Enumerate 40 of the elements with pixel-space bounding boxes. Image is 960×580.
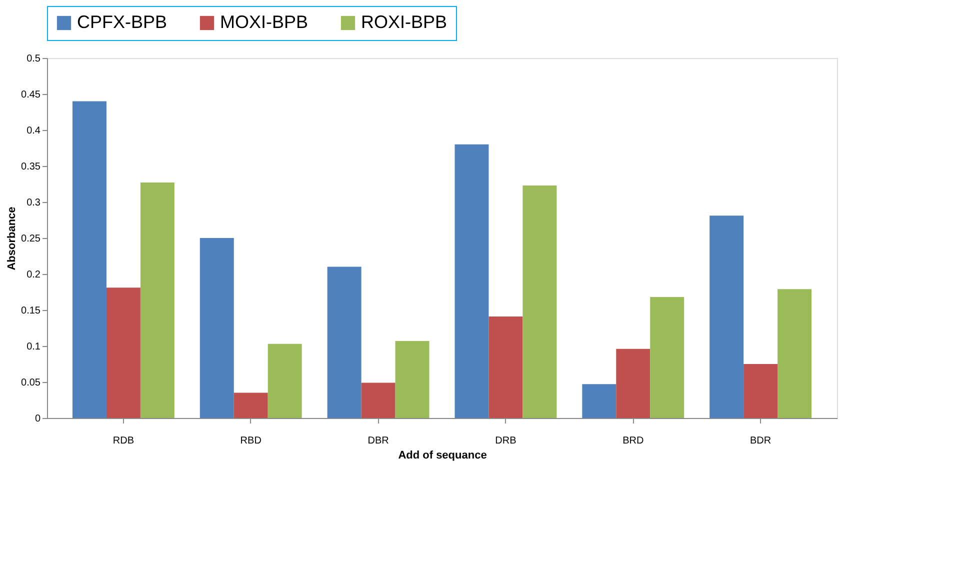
y-tick-label: 0.35 <box>21 162 41 172</box>
x-axis-title: Add of sequance <box>398 450 487 462</box>
bar <box>140 182 174 418</box>
bar <box>106 288 140 418</box>
bar <box>454 144 489 418</box>
bar <box>778 289 812 418</box>
x-tick-label: DRB <box>495 436 517 446</box>
bar <box>361 382 396 418</box>
y-tick-label: 0.2 <box>26 270 41 280</box>
x-tick-label: RBD <box>240 436 262 446</box>
bar <box>488 316 523 418</box>
x-tick-label: BRD <box>622 436 644 446</box>
y-tick-label: 0.5 <box>26 54 41 64</box>
bar <box>327 266 362 418</box>
y-axis-title: Absorbance <box>6 206 18 270</box>
y-tick-label: 0.4 <box>26 126 41 136</box>
x-tick-label: BDR <box>750 436 772 446</box>
bar <box>744 364 778 418</box>
y-tick-label: 0.3 <box>26 198 41 208</box>
bar <box>650 297 684 418</box>
y-tick-label: 0.05 <box>21 378 41 388</box>
y-tick-label: 0 <box>34 414 41 424</box>
legend-label: MOXI-BPB <box>220 12 308 32</box>
bar <box>72 101 106 418</box>
bar <box>522 185 557 418</box>
y-tick-label: 0.1 <box>26 342 41 352</box>
bar <box>268 344 302 418</box>
y-tick-label: 0.15 <box>21 306 41 316</box>
legend-label: CPFX-BPB <box>77 12 168 32</box>
bar <box>395 340 430 418</box>
x-tick-label: RDB <box>112 436 134 446</box>
x-tick-label: DBR <box>368 436 389 446</box>
bar <box>616 348 650 418</box>
bar <box>582 384 616 418</box>
bar <box>234 392 268 418</box>
legend-label: ROXI-BPB <box>361 12 448 32</box>
y-tick-label: 0.45 <box>21 90 41 100</box>
bar <box>200 238 234 418</box>
bar <box>710 216 744 418</box>
y-tick-label: 0.25 <box>21 234 41 244</box>
